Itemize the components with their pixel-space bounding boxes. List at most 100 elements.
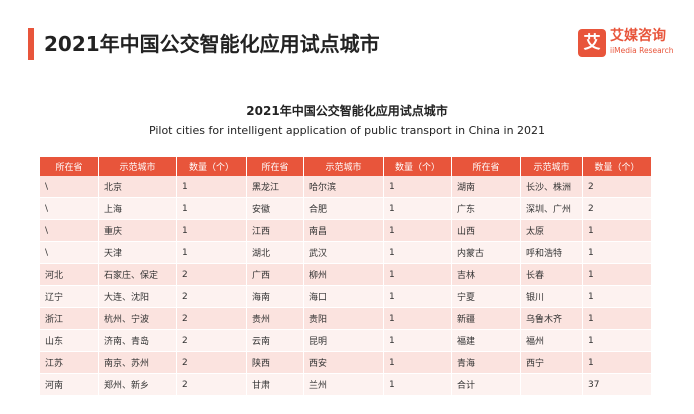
table-cell: 北京 [99,176,177,198]
table-cell: 太原 [521,220,583,242]
table-cell: 西安 [304,352,384,374]
column-header: 所在省 [452,157,521,176]
table-cell: 海南 [247,286,304,308]
table-row: 辽宁 大连、沈阳 2 海南 海口 1 宁夏 银川 1 [40,286,652,308]
table-cell: 陕西 [247,352,304,374]
table-cell: \ [40,220,99,242]
table-cell: 1 [583,220,652,242]
table-cell: 甘肃 [247,374,304,396]
table-cell: 南昌 [304,220,384,242]
table-cell: 新疆 [452,308,521,330]
table-cell: 1 [583,330,652,352]
brand-subtitle: iiMedia Research [610,46,674,55]
table-cell: 海口 [304,286,384,308]
table-cell: 南京、苏州 [99,352,177,374]
table-cell: 1 [384,330,452,352]
table-cell: 吉林 [452,264,521,286]
table-cell: 西宁 [521,352,583,374]
table-cell: 银川 [521,286,583,308]
table-title-en: Pilot cities for intelligent application… [148,124,546,137]
table-row: 河北 石家庄、保定 2 广西 柳州 1 吉林 长春 1 [40,264,652,286]
table-cell: 山东 [40,330,99,352]
table-cell: 黑龙江 [247,176,304,198]
table-cell: 2 [177,352,247,374]
table-cell: 江苏 [40,352,99,374]
table-cell: 贵州 [247,308,304,330]
table-cell: 呼和浩特 [521,242,583,264]
table-cell: 辽宁 [40,286,99,308]
table-row: 山东 济南、青岛 2 云南 昆明 1 福建 福州 1 [40,330,652,352]
table-cell: 浙江 [40,308,99,330]
table-cell: 长沙、株洲 [521,176,583,198]
column-header: 示范城市 [99,157,177,176]
table-cell: 1 [384,176,452,198]
table-cell: 1 [384,220,452,242]
table-cell: 1 [384,352,452,374]
table-cell: 1 [177,220,247,242]
table-cell: 2 [583,198,652,220]
column-header: 所在省 [247,157,304,176]
table-cell: 1 [583,264,652,286]
table-cell: 河北 [40,264,99,286]
table-cell: 1 [177,242,247,264]
table-cell: 广东 [452,198,521,220]
table-cell: 1 [384,242,452,264]
table-cell: 2 [177,374,247,396]
table-cell: 福建 [452,330,521,352]
table-cell: 柳州 [304,264,384,286]
table-cell: 昆明 [304,330,384,352]
table-cell: 宁夏 [452,286,521,308]
column-header: 数量（个） [177,157,247,176]
table-cell: 山西 [452,220,521,242]
table-cell: 深圳、广州 [521,198,583,220]
table-cell: 1 [384,264,452,286]
table-cell: 重庆 [99,220,177,242]
table-cell: 杭州、宁波 [99,308,177,330]
table-cell: 2 [177,308,247,330]
table-cell: 长春 [521,264,583,286]
table-cell: 1 [177,176,247,198]
table-cell: 济南、青岛 [99,330,177,352]
table-cell: 云南 [247,330,304,352]
table-row: \ 重庆 1 江西 南昌 1 山西 太原 1 [40,220,652,242]
table-header-row: 所在省 示范城市 数量（个） 所在省 示范城市 数量（个） 所在省 示范城市 数… [40,157,652,176]
table-cell: 河南 [40,374,99,396]
pilot-cities-table: 所在省 示范城市 数量（个） 所在省 示范城市 数量（个） 所在省 示范城市 数… [40,157,652,396]
table-row: \ 上海 1 安徽 合肥 1 广东 深圳、广州 2 [40,198,652,220]
table-row: 浙江 杭州、宁波 2 贵州 贵阳 1 新疆 乌鲁木齐 1 [40,308,652,330]
page-title: 2021年中国公交智能化应用试点城市 [44,32,380,56]
table-cell: 江西 [247,220,304,242]
table-cell: 2 [583,176,652,198]
table-row: 江苏 南京、苏州 2 陕西 西安 1 青海 西宁 1 [40,352,652,374]
title-accent-bar [28,28,34,60]
column-header: 数量（个） [583,157,652,176]
table-cell: 合计 [452,374,521,396]
table-cell: 1 [384,308,452,330]
table-cell: 37 [583,374,652,396]
table-cell: 广西 [247,264,304,286]
table-cell: 天津 [99,242,177,264]
table-cell: \ [40,176,99,198]
table-cell [521,374,583,396]
table-cell: 郑州、新乡 [99,374,177,396]
column-header: 示范城市 [304,157,384,176]
table-cell: \ [40,198,99,220]
table-cell: 1 [583,286,652,308]
brand-badge-icon: 艾 [578,29,606,57]
table-cell: 福州 [521,330,583,352]
table-cell: 上海 [99,198,177,220]
table-cell: 合肥 [304,198,384,220]
table-cell: 1 [384,198,452,220]
table-cell: 青海 [452,352,521,374]
table-cell: 1 [384,374,452,396]
table-cell: 武汉 [304,242,384,264]
table-row: \ 天津 1 湖北 武汉 1 内蒙古 呼和浩特 1 [40,242,652,264]
table-cell: 大连、沈阳 [99,286,177,308]
table-cell: 兰州 [304,374,384,396]
table-cell: 石家庄、保定 [99,264,177,286]
table-cell: 内蒙古 [452,242,521,264]
table-cell: \ [40,242,99,264]
table-cell: 贵阳 [304,308,384,330]
table-row: \ 北京 1 黑龙江 哈尔滨 1 湖南 长沙、株洲 2 [40,176,652,198]
table-cell: 1 [583,242,652,264]
